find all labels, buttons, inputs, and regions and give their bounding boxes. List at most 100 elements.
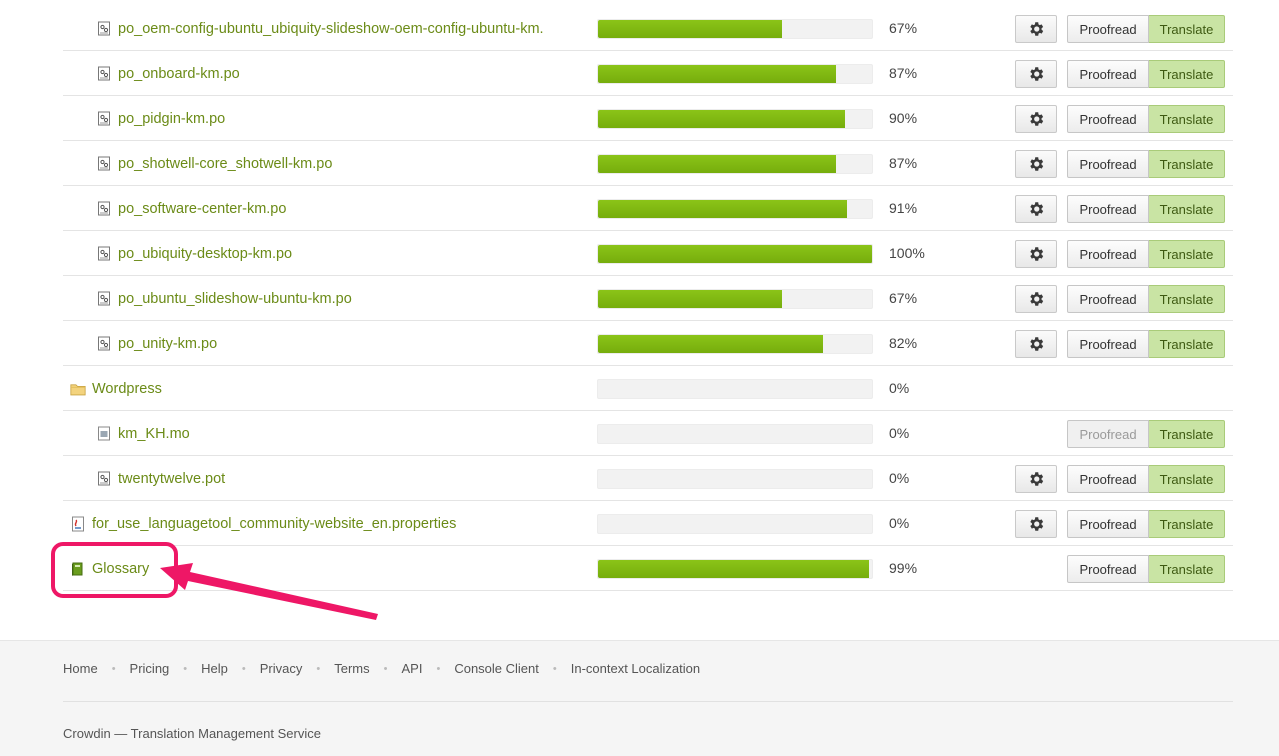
proofread-button[interactable]: Proofread (1067, 555, 1149, 583)
translate-button[interactable]: Translate (1149, 555, 1225, 583)
footer-separator: • (383, 662, 388, 675)
translate-button[interactable]: Translate (1149, 420, 1225, 448)
translate-button[interactable]: Translate (1149, 330, 1225, 358)
footer-nav: Home • Pricing • Help • Privacy • Terms • API • Cons… (63, 661, 700, 676)
action-button-group: Proofread Translate (1067, 240, 1225, 268)
file-name-link[interactable]: po_unity-km.po (118, 335, 218, 352)
progress-percent: 67% (889, 20, 918, 36)
progress-bar (597, 514, 873, 534)
translate-button[interactable]: Translate (1149, 60, 1225, 88)
proofread-button[interactable]: Proofread (1067, 285, 1149, 313)
file-name-link[interactable]: po_onboard-km.po (118, 65, 240, 82)
action-button-group: Proofread Translate (1067, 465, 1225, 493)
footer-separator: • (316, 662, 321, 675)
footer-separator: • (183, 662, 188, 675)
settings-button[interactable] (1015, 60, 1057, 88)
footer-link-pricing[interactable]: Pricing (129, 661, 170, 676)
settings-button[interactable] (1015, 240, 1057, 268)
footer-link-home[interactable]: Home (63, 661, 98, 676)
file-row: po_software-center-km.po 91% Proofread Tran… (63, 186, 1233, 231)
proofread-button[interactable]: Proofread (1067, 330, 1149, 358)
action-button-group: Proofread Translate (1067, 60, 1225, 88)
proofread-button[interactable]: Proofread (1067, 105, 1149, 133)
progress-percent: 87% (889, 65, 918, 81)
file-name-cell: po_pidgin-km.po (96, 96, 225, 141)
progress-bar (597, 244, 873, 264)
proofread-button[interactable]: Proofread (1067, 15, 1149, 43)
file-row: po_pidgin-km.po 90% Proofread Translate (63, 96, 1233, 141)
proofread-button[interactable]: Proofread (1067, 240, 1149, 268)
progress-bar (597, 379, 873, 399)
translate-button[interactable]: Translate (1149, 15, 1225, 43)
footer-link-privacy[interactable]: Privacy (259, 661, 303, 676)
translate-button[interactable]: Translate (1149, 285, 1225, 313)
footer-link-terms[interactable]: Terms (334, 661, 370, 676)
file-table: po_oem-config-ubuntu_ubiquity-slideshow-… (63, 6, 1233, 591)
action-button-group: Proofread Translate (1067, 105, 1225, 133)
proofread-button[interactable]: Proofread (1067, 150, 1149, 178)
file-name-link[interactable]: km_KH.mo (118, 425, 190, 442)
translate-button[interactable]: Translate (1149, 510, 1225, 538)
translate-button[interactable]: Translate (1149, 150, 1225, 178)
settings-button[interactable] (1015, 105, 1057, 133)
progress-bar (597, 199, 873, 219)
gear-icon (1027, 335, 1045, 353)
settings-button[interactable] (1015, 330, 1057, 358)
progress-bar-fill (598, 200, 848, 218)
footer-separator: • (552, 662, 557, 675)
file-name-link[interactable]: po_pidgin-km.po (118, 110, 226, 127)
action-button-group: Proofread Translate (1067, 330, 1225, 358)
settings-button[interactable] (1015, 195, 1057, 223)
progress-percent: 99% (889, 560, 918, 576)
file-name-link[interactable]: po_ubiquity-desktop-km.po (118, 245, 293, 262)
action-button-group: Proofread Translate (1067, 510, 1225, 538)
gear-icon (1027, 155, 1045, 173)
file-name-cell: Glossary (70, 546, 149, 591)
footer-link-in-context-localization[interactable]: In-context Localization (570, 661, 701, 676)
file-name-link[interactable]: for_use_languagetool_community-website_e… (92, 515, 457, 532)
settings-button[interactable] (1015, 510, 1057, 538)
progress-percent: 0% (889, 515, 910, 531)
footer: Home • Pricing • Help • Privacy • Terms • API • Cons… (0, 640, 1279, 756)
po-file-icon (96, 336, 112, 352)
footer-link-api[interactable]: API (401, 661, 423, 676)
proofread-button[interactable]: Proofread (1067, 510, 1149, 538)
file-name-link[interactable]: Glossary (92, 560, 150, 577)
file-name-cell: po_ubuntu_slideshow-ubuntu-km.po (96, 276, 352, 321)
settings-button[interactable] (1015, 465, 1057, 493)
footer-link-help[interactable]: Help (201, 661, 228, 676)
progress-bar (597, 289, 873, 309)
file-name-link[interactable]: Wordpress (92, 380, 162, 397)
file-name-link[interactable]: po_oem-config-ubuntu_ubiquity-slideshow-… (118, 20, 544, 37)
file-name-link[interactable]: po_ubuntu_slideshow-ubuntu-km.po (118, 290, 352, 307)
translate-button[interactable]: Translate (1149, 465, 1225, 493)
footer-link-console-client[interactable]: Console Client (454, 661, 539, 676)
po-file-icon (96, 66, 112, 82)
file-name-link[interactable]: twentytwelve.pot (118, 470, 226, 487)
translate-button[interactable]: Translate (1149, 105, 1225, 133)
progress-bar-fill (598, 290, 782, 308)
settings-button[interactable] (1015, 285, 1057, 313)
settings-button[interactable] (1015, 150, 1057, 178)
proofread-button[interactable]: Proofread (1067, 60, 1149, 88)
file-name-link[interactable]: po_shotwell-core_shotwell-km.po (118, 155, 333, 172)
file-name-cell: po_ubiquity-desktop-km.po (96, 231, 292, 276)
action-button-group: Proofread Translate (1067, 555, 1225, 583)
translate-button[interactable]: Translate (1149, 240, 1225, 268)
po-file-icon (96, 246, 112, 262)
progress-bar (597, 469, 873, 489)
progress-bar (597, 559, 873, 579)
proofread-button[interactable]: Proofread (1067, 195, 1149, 223)
file-name-link[interactable]: po_software-center-km.po (118, 200, 287, 217)
proofread-button[interactable]: Proofread (1067, 465, 1149, 493)
settings-button[interactable] (1015, 15, 1057, 43)
progress-bar-fill (598, 155, 837, 173)
progress-bar (597, 334, 873, 354)
translate-button[interactable]: Translate (1149, 195, 1225, 223)
po-file-icon (96, 156, 112, 172)
proofread-button[interactable]: Proofread (1067, 420, 1149, 448)
folder-icon (70, 381, 86, 397)
po-file-icon (96, 291, 112, 307)
po-file-icon (96, 201, 112, 217)
